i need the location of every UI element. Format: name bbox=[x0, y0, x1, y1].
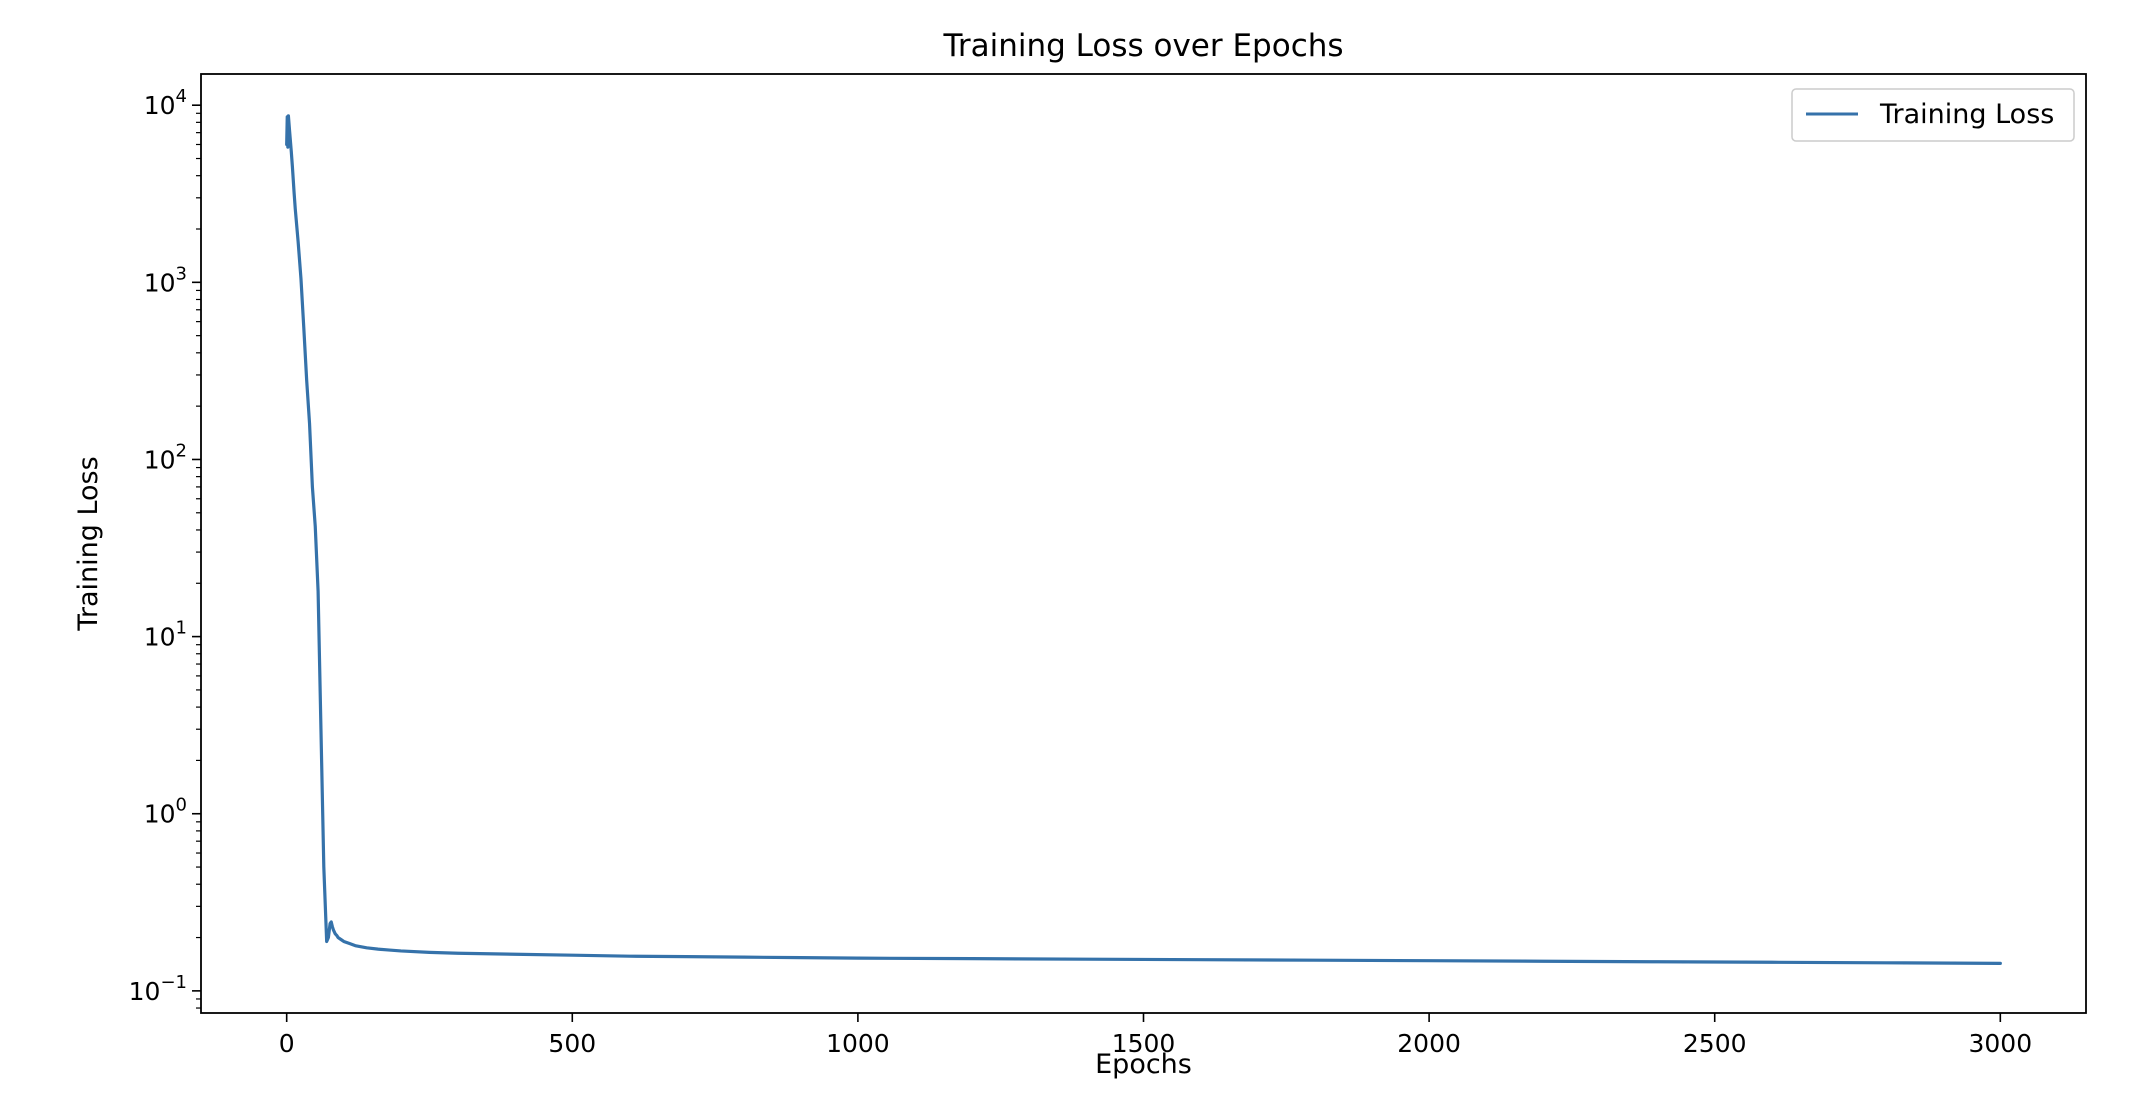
x-tick-label: 2000 bbox=[1397, 1029, 1461, 1058]
x-tick-label: 500 bbox=[548, 1029, 596, 1058]
legend-box bbox=[1791, 88, 2075, 142]
x-axis-label: Epochs bbox=[1095, 1049, 1192, 1080]
series-line-0 bbox=[285, 114, 2002, 965]
y-tick-label: 101 bbox=[144, 618, 187, 652]
x-tick-label: 0 bbox=[279, 1029, 295, 1058]
y-tick-label: 10−1 bbox=[129, 972, 187, 1006]
y-tick-label: 104 bbox=[144, 86, 187, 120]
y-axis: 10−1 100 101 102 103 104 bbox=[129, 86, 201, 1009]
y-tick-label: 100 bbox=[144, 795, 187, 829]
y-tick-label: 102 bbox=[144, 440, 187, 474]
x-tick-label: 3000 bbox=[1969, 1029, 2033, 1058]
chart-title: Training Loss over Epochs bbox=[942, 28, 1343, 64]
y-axis-label: Training Loss bbox=[73, 456, 104, 631]
legend-label-training-loss: Training Loss bbox=[1879, 99, 2054, 130]
x-tick-label: 1000 bbox=[826, 1029, 890, 1058]
legend: Training Loss bbox=[1791, 88, 2075, 142]
x-tick-label: 2500 bbox=[1683, 1029, 1747, 1058]
x-axis: 0 500 1000 1500 2000 2500 3000 bbox=[279, 1013, 2032, 1058]
y-tick-label: 103 bbox=[144, 263, 187, 297]
x-tick-label: 1500 bbox=[1112, 1029, 1176, 1058]
